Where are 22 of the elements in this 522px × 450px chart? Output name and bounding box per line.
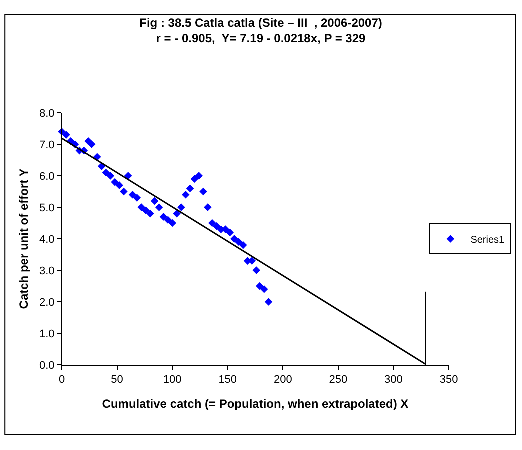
- chart-title: Fig : 38.5 Catla catla (Site – III , 2006-2007): [140, 16, 382, 30]
- y-tick-label: 8.0: [40, 108, 55, 120]
- y-tick-label: 1.0: [40, 328, 55, 340]
- x-tick-label: 50: [111, 374, 124, 386]
- x-tick-label: 200: [274, 374, 292, 386]
- x-tick-label: 250: [329, 374, 348, 386]
- chart-subtitle: r = - 0.905, Y= 7.19 - 0.0218x, P = 329: [156, 32, 366, 46]
- x-tick-label: 300: [384, 374, 403, 386]
- y-axis-title: Catch per unit of effort Y: [16, 168, 31, 310]
- x-tick-label: 150: [218, 374, 238, 386]
- x-tick-label: 0: [58, 374, 66, 386]
- x-tick-label: 350: [440, 374, 458, 386]
- y-tick-label: 5.0: [40, 202, 55, 214]
- x-axis-title: Cumulative catch (= Population, when extrapolated) X: [102, 397, 409, 412]
- y-tick-label: 4.0: [40, 234, 55, 246]
- x-tick-label: 100: [163, 374, 182, 386]
- legend-label: Series1: [470, 234, 506, 246]
- y-tick-label: 0.0: [40, 360, 55, 372]
- y-tick-label: 3.0: [40, 265, 55, 278]
- y-tick-label: 2.0: [40, 296, 55, 309]
- y-tick-label: 6.0: [40, 170, 55, 183]
- y-tick-label: 7.0: [40, 139, 55, 152]
